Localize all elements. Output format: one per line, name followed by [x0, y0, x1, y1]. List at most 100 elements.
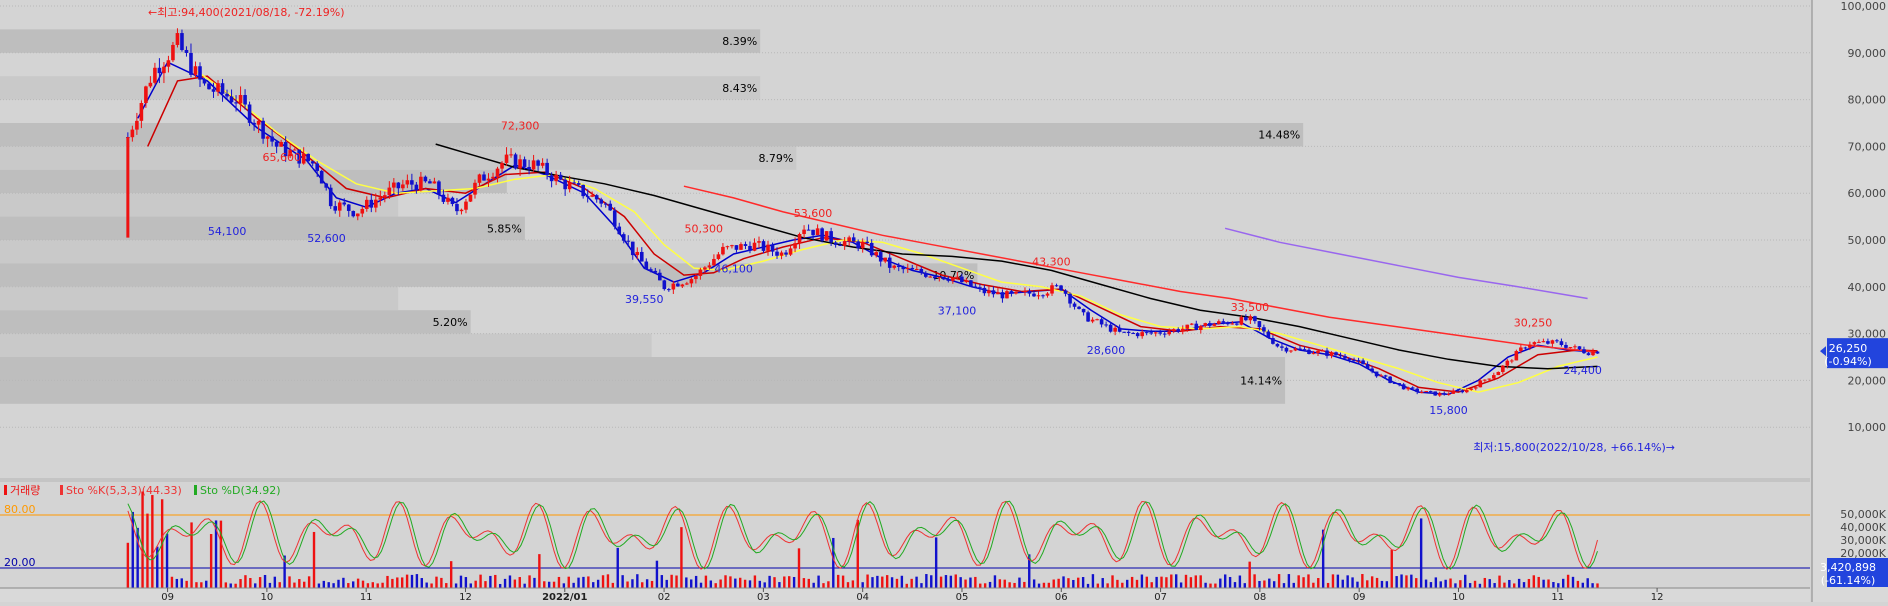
stoch-d-line [127, 500, 1598, 570]
volume-bar [1179, 582, 1183, 588]
candle-body [572, 182, 576, 184]
volume-bar [670, 574, 673, 588]
price-annotation: 15,800 [1429, 404, 1468, 417]
volume-bar [993, 575, 997, 588]
volume-tick-label: 30,000K [1840, 534, 1886, 547]
volume-bar [234, 583, 237, 588]
volume-bar [665, 579, 668, 588]
volume-bar [1228, 576, 1232, 588]
candle-body [1446, 393, 1451, 395]
volume-bar [1238, 575, 1242, 588]
candle-body [229, 96, 234, 103]
volume-bar [1405, 575, 1408, 588]
axis-background [1812, 0, 1888, 602]
volume-bar [905, 583, 908, 588]
volume-bar [778, 582, 781, 588]
last-volume-change: (-61.14%) [1821, 574, 1876, 587]
volume-bar [141, 491, 144, 588]
candle-body [1194, 323, 1199, 331]
candle-body [1406, 387, 1410, 390]
candle-body [910, 267, 915, 270]
volume-bar [851, 580, 855, 588]
candle-body [279, 141, 283, 147]
volume-bar [293, 582, 296, 588]
volume-bar [694, 575, 698, 588]
volume-bar [1312, 582, 1315, 588]
candle-body [189, 52, 193, 75]
volume-bar [1488, 579, 1491, 588]
candle-body [238, 95, 243, 104]
candle-group [126, 28, 1600, 397]
candle-body [1086, 312, 1090, 322]
volume-bar [690, 579, 693, 588]
candle-body [1239, 317, 1244, 325]
last-price-change: (-0.94%) [1824, 355, 1872, 368]
candle-body [1009, 291, 1014, 294]
volume-bar [655, 560, 659, 588]
volume-profile-bar [0, 193, 399, 217]
candle-body [856, 241, 860, 249]
volume-tick-label: 40,000K [1840, 521, 1886, 534]
volume-bar [866, 574, 869, 588]
volume-profile-bar [0, 286, 399, 311]
candle-body [473, 182, 477, 195]
candle-body [811, 229, 815, 236]
candle-body [1171, 329, 1176, 332]
volume-bar [1415, 578, 1418, 588]
candle-body [527, 166, 531, 170]
candle-body [1068, 293, 1072, 304]
volume-bar [1111, 575, 1114, 588]
volume-bar [146, 513, 149, 588]
volume-bar [185, 580, 188, 588]
volume-bar [660, 575, 664, 588]
volume-bar [1557, 583, 1560, 588]
candle-body [617, 226, 622, 235]
volume-bar [1096, 583, 1100, 588]
volume-bar [405, 574, 409, 588]
volume-bar [1336, 574, 1340, 588]
candle-body [1072, 303, 1077, 307]
candle-body [694, 275, 698, 280]
volume-bar [440, 577, 443, 588]
volume-bar [1331, 574, 1335, 588]
volume-bar [1209, 583, 1212, 588]
volume-bar [1390, 549, 1393, 588]
candle-body [1555, 340, 1559, 342]
volume-bar [136, 527, 139, 588]
volume-bar [552, 581, 556, 588]
candle-body [410, 180, 414, 185]
last-price-box [1827, 338, 1888, 369]
x-axis-background [0, 588, 1810, 602]
volume-bar [165, 533, 169, 588]
volume-bar [420, 578, 423, 588]
candle-body [509, 154, 513, 156]
candle-body [202, 79, 207, 84]
volume-bar [1106, 583, 1109, 588]
volume-bar [474, 580, 477, 588]
candle-body [180, 33, 184, 50]
candle-body [1226, 322, 1230, 325]
volume-bar [709, 580, 713, 588]
price-tick-label: 50,000 [1848, 234, 1887, 247]
volume-profile-bar [0, 216, 525, 240]
candle-body [1230, 323, 1235, 325]
candle-body [716, 254, 721, 259]
candle-body [1487, 378, 1492, 380]
candle-body [734, 245, 739, 250]
volume-profile-bar [0, 146, 797, 170]
volume-bar [190, 522, 193, 588]
candle-body [1325, 350, 1329, 356]
candle-body [328, 187, 333, 207]
volume-bar [415, 574, 419, 588]
volume-bar [783, 576, 786, 588]
volume-bar [964, 579, 967, 588]
volume-bar [498, 583, 502, 588]
candle-body [1352, 360, 1356, 362]
candle-body [1217, 321, 1221, 324]
volume-bar [1532, 575, 1536, 588]
candle-body [1347, 358, 1352, 361]
candle-body [874, 252, 879, 256]
volume-bar [944, 575, 948, 588]
candle-body [603, 203, 608, 205]
candle-body [1104, 324, 1108, 326]
